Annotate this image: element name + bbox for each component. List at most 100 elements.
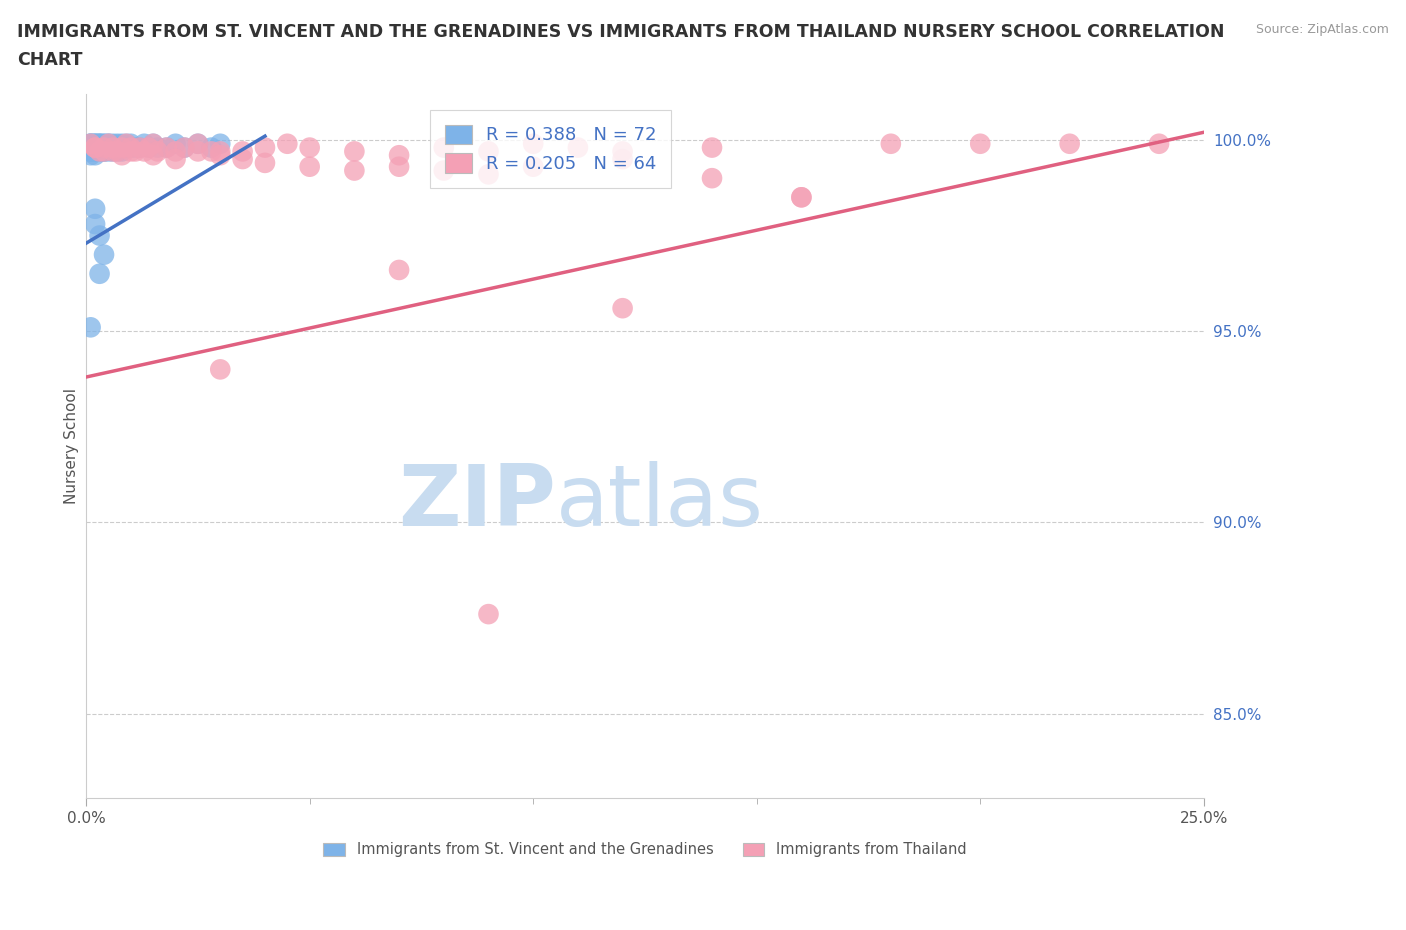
Point <box>477 144 499 159</box>
Point <box>84 140 107 155</box>
Point <box>101 140 124 155</box>
Point <box>156 140 179 155</box>
Point <box>84 137 107 152</box>
Point <box>93 137 115 152</box>
Point <box>89 137 111 152</box>
Point <box>138 140 160 155</box>
Point <box>89 144 111 159</box>
Point <box>84 144 107 159</box>
Point <box>111 148 134 163</box>
Point <box>79 144 101 159</box>
Point <box>89 140 111 155</box>
Point <box>209 144 232 159</box>
Point <box>276 137 298 152</box>
Point <box>84 140 107 155</box>
Point <box>79 144 101 159</box>
Point <box>89 144 111 159</box>
Point <box>522 137 544 152</box>
Point <box>84 144 107 159</box>
Point <box>1059 137 1081 152</box>
Legend: Immigrants from St. Vincent and the Grenadines, Immigrants from Thailand: Immigrants from St. Vincent and the Gren… <box>318 837 973 863</box>
Text: IMMIGRANTS FROM ST. VINCENT AND THE GRENADINES VS IMMIGRANTS FROM THAILAND NURSE: IMMIGRANTS FROM ST. VINCENT AND THE GREN… <box>17 23 1225 41</box>
Point <box>700 171 723 186</box>
Point <box>969 137 991 152</box>
Point <box>97 140 120 155</box>
Point <box>388 148 411 163</box>
Point <box>200 140 222 155</box>
Point <box>1147 137 1170 152</box>
Point <box>142 148 165 163</box>
Point <box>128 140 150 155</box>
Point <box>89 140 111 155</box>
Point <box>146 144 169 159</box>
Point <box>93 140 115 155</box>
Point <box>84 217 107 232</box>
Point <box>173 140 195 155</box>
Point <box>142 137 165 152</box>
Point <box>128 140 150 155</box>
Text: CHART: CHART <box>17 51 83 69</box>
Point <box>165 152 187 166</box>
Point <box>84 144 107 159</box>
Point <box>187 137 209 152</box>
Point <box>700 140 723 155</box>
Point <box>124 144 146 159</box>
Point <box>79 148 101 163</box>
Point <box>200 144 222 159</box>
Point <box>433 140 456 155</box>
Point <box>97 137 120 152</box>
Point <box>107 140 129 155</box>
Point <box>84 148 107 163</box>
Point <box>477 606 499 621</box>
Point <box>120 140 142 155</box>
Point <box>111 144 134 159</box>
Point <box>165 144 187 159</box>
Point <box>165 137 187 152</box>
Point <box>93 247 115 262</box>
Point <box>612 300 634 315</box>
Point <box>232 144 254 159</box>
Point <box>89 140 111 155</box>
Point <box>111 137 134 152</box>
Point <box>79 137 101 152</box>
Point <box>298 159 321 174</box>
Point <box>107 137 129 152</box>
Point <box>388 159 411 174</box>
Point <box>232 152 254 166</box>
Text: Source: ZipAtlas.com: Source: ZipAtlas.com <box>1256 23 1389 36</box>
Point <box>187 137 209 152</box>
Point <box>97 140 120 155</box>
Point <box>209 148 232 163</box>
Point <box>79 137 101 152</box>
Text: ZIP: ZIP <box>398 460 555 544</box>
Point <box>79 137 101 152</box>
Point <box>388 262 411 277</box>
Point <box>101 144 124 159</box>
Point <box>790 190 813 205</box>
Point <box>120 140 142 155</box>
Point <box>79 140 101 155</box>
Point <box>84 137 107 152</box>
Point <box>97 144 120 159</box>
Point <box>89 266 111 281</box>
Point <box>84 140 107 155</box>
Point <box>612 152 634 166</box>
Point <box>790 190 813 205</box>
Point <box>89 137 111 152</box>
Point <box>173 140 195 155</box>
Point <box>107 144 129 159</box>
Point <box>84 137 107 152</box>
Point <box>115 137 138 152</box>
Point <box>93 144 115 159</box>
Point <box>84 140 107 155</box>
Point <box>298 140 321 155</box>
Point <box>79 140 101 155</box>
Point <box>612 144 634 159</box>
Point <box>89 137 111 152</box>
Point <box>146 140 169 155</box>
Point <box>93 140 115 155</box>
Point <box>101 140 124 155</box>
Point <box>880 137 903 152</box>
Y-axis label: Nursery School: Nursery School <box>65 388 79 504</box>
Point <box>111 140 134 155</box>
